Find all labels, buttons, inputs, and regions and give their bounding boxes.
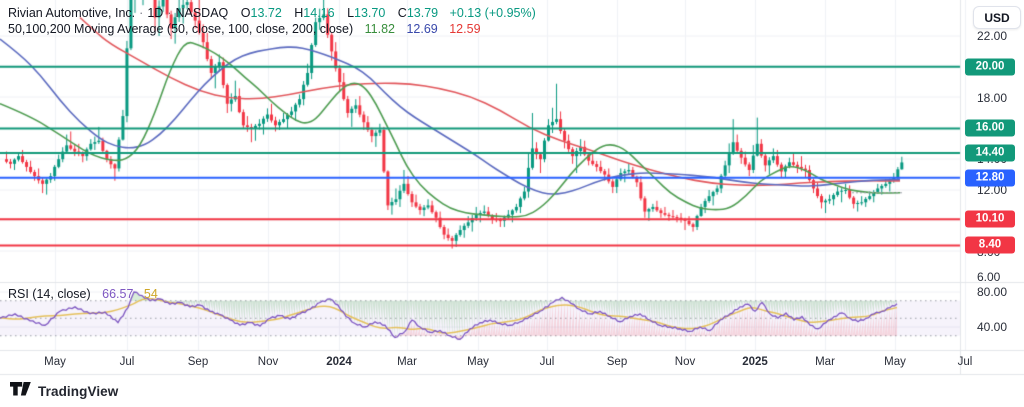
price-axis-label: 18.00	[977, 90, 1008, 105]
currency-button[interactable]: USD	[973, 6, 1021, 29]
price-axis-label: 12.00	[977, 183, 1008, 197]
time-axis-tick: 2024	[326, 356, 352, 368]
time-axis-tick: Nov	[257, 356, 279, 368]
rsi-ma-value: 54	[143, 287, 158, 301]
time-axis-tick: 2025	[742, 356, 768, 368]
ma100-value: 12.69	[406, 22, 438, 36]
change-value: +0.13 (+0.95%)	[449, 6, 536, 20]
rsi-indicator-title[interactable]: RSI (14, close)	[8, 287, 91, 301]
time-axis-tick: Mar	[815, 356, 835, 368]
price-level-badge: 8.40	[965, 236, 1015, 254]
time-axis-tick: Nov	[674, 356, 696, 368]
low-label: L	[347, 6, 355, 20]
close-label: C	[397, 6, 407, 20]
high-label: H	[294, 6, 304, 20]
price-level-badge: 20.00	[965, 58, 1015, 76]
symbol-legend: Rivian Automotive, Inc. · 1D · NASDAQ O13.72…	[8, 5, 536, 37]
time-axis-tick: Mar	[397, 356, 417, 368]
open-label: O	[240, 6, 251, 20]
time-axis-tick: Sep	[187, 356, 209, 368]
rsi-value: 66.57	[102, 287, 134, 301]
tradingview-logo-icon[interactable]	[10, 382, 31, 401]
low-value: 13.70	[354, 6, 386, 20]
price-level-badge: 16.00	[965, 119, 1015, 137]
ma200-value: 12.59	[449, 22, 481, 36]
time-axis-tick: Sep	[606, 356, 628, 368]
rsi-indicator-row: RSI (14, close) 66.57 54	[8, 287, 158, 301]
price-level-badge: 14.40	[965, 144, 1015, 162]
price-axis-label: 22.00	[977, 29, 1008, 43]
time-axis-tick: May	[44, 356, 66, 368]
time-axis-tick: Jul	[539, 356, 555, 368]
price-level-badge: 10.10	[965, 210, 1015, 228]
rsi-axis-label: 40.00	[977, 320, 1008, 334]
symbol-row: Rivian Automotive, Inc. · 1D · NASDAQ O13.72…	[8, 5, 536, 21]
interval-label[interactable]: 1D	[147, 6, 164, 20]
ma-indicator-title[interactable]: 50,100,200 Moving Average (50, close, 10…	[8, 22, 354, 36]
tradingview-brand[interactable]: TradingView	[38, 384, 119, 399]
close-value: 13.79	[406, 6, 439, 20]
time-axis-tick: Jul	[119, 356, 135, 368]
price-level-badge: 12.80	[965, 169, 1015, 187]
rsi-axis-label: 80.00	[977, 285, 1008, 299]
time-axis-tick: Jul	[957, 356, 973, 368]
separator-dot: ·	[139, 6, 144, 20]
ma-indicator-row: 50,100,200 Moving Average (50, close, 10…	[8, 21, 536, 37]
symbol-title[interactable]: Rivian Automotive, Inc.	[8, 6, 136, 20]
ma50-value: 11.82	[364, 22, 395, 36]
exchange-label: NASDAQ	[175, 6, 229, 20]
tradingview-attribution: TradingView	[10, 382, 118, 401]
separator-dot: ·	[167, 6, 172, 20]
price-axis-label: 6.00	[977, 270, 1001, 284]
open-value: 13.72	[250, 6, 282, 20]
time-axis-tick: May	[467, 356, 489, 368]
high-value: 14.16	[303, 6, 335, 20]
time-axis-tick: May	[884, 356, 906, 368]
